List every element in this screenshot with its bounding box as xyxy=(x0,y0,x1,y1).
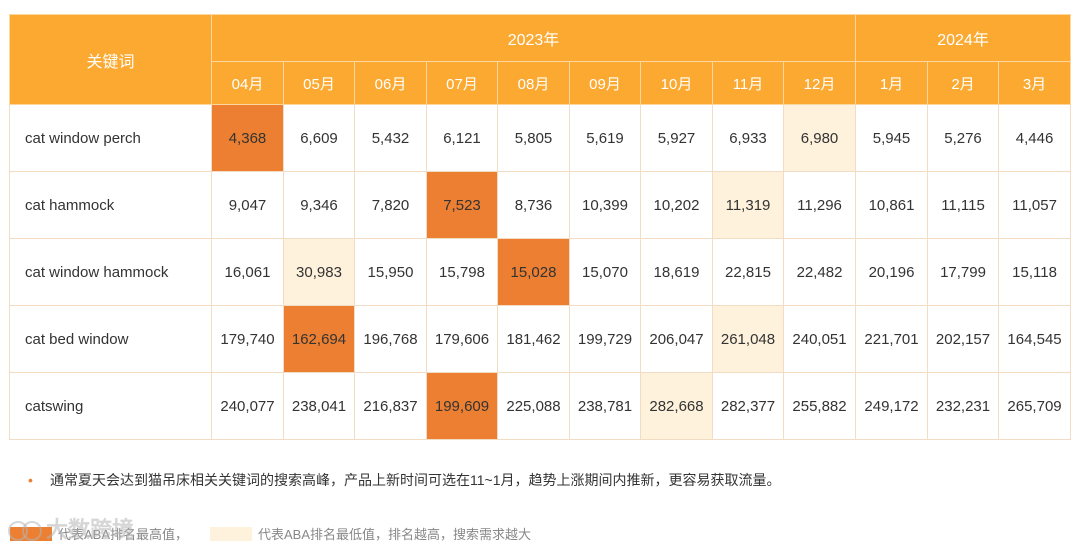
value-cell: 16,061 xyxy=(211,238,284,306)
value-cell: 202,157 xyxy=(927,305,1000,373)
keyword-cell: catswing xyxy=(9,372,212,440)
value-cell: 15,118 xyxy=(998,238,1072,306)
value-cell-highest: 162,694 xyxy=(283,305,355,373)
value-cell: 20,196 xyxy=(855,238,929,306)
month-header: 10月 xyxy=(640,61,713,105)
value-cell: 22,482 xyxy=(782,238,857,306)
table-row: cat hammock 9,047 9,346 7,820 7,523 8,736 10,3… xyxy=(9,171,1072,239)
value-cell: 6,933 xyxy=(712,104,784,172)
value-cell: 238,041 xyxy=(283,372,355,440)
value-cell: 15,070 xyxy=(569,238,641,306)
value-cell-lowest: 6,980 xyxy=(782,104,857,172)
value-cell: 15,798 xyxy=(426,238,498,306)
table-body: cat window perch 4,368 6,609 5,432 6,121 5,80… xyxy=(9,104,1072,440)
value-cell-lowest: 282,668 xyxy=(640,372,713,440)
value-cell: 5,432 xyxy=(354,104,427,172)
value-cell: 10,399 xyxy=(569,171,641,239)
value-cell: 181,462 xyxy=(497,305,570,373)
month-header: 08月 xyxy=(497,61,570,105)
value-cell-highest: 7,523 xyxy=(426,171,498,239)
month-header: 06月 xyxy=(354,61,427,105)
keyword-cell: cat bed window xyxy=(9,305,212,373)
value-cell: 5,945 xyxy=(855,104,929,172)
month-header: 11月 xyxy=(712,61,784,105)
month-header-row: 04月 05月 06月 07月 08月 09月 10月 11月 12月 1月 2月 3月 xyxy=(10,61,1072,105)
keyword-cell: cat hammock xyxy=(9,171,212,239)
value-cell: 9,346 xyxy=(283,171,355,239)
value-cell-highest: 15,028 xyxy=(497,238,570,306)
legend-low-label: 代表ABA排名最低值，排名越高，搜索需求越大 xyxy=(258,527,532,542)
value-cell: 249,172 xyxy=(855,372,929,440)
value-cell: 216,837 xyxy=(354,372,427,440)
value-cell: 196,768 xyxy=(354,305,427,373)
table-row: cat bed window 179,740 162,694 196,768 179,6… xyxy=(9,305,1072,373)
table-row: cat window hammock 16,061 30,983 15,950 15,7… xyxy=(9,238,1072,306)
value-cell: 17,799 xyxy=(927,238,1000,306)
keyword-trend-table: 关键词 2023年 2024年 04月 05月 06月 07月 08月 09月 10月 11月 1… xyxy=(9,14,1072,440)
value-cell: 15,950 xyxy=(354,238,427,306)
value-cell: 9,047 xyxy=(211,171,284,239)
value-cell: 179,606 xyxy=(426,305,498,373)
year-header-row: 关键词 2023年 2024年 xyxy=(9,14,1072,105)
year-header: 2024年 xyxy=(855,14,1072,62)
table-row: cat window perch 4,368 6,609 5,432 6,121 5,80… xyxy=(9,104,1072,172)
value-cell: 5,805 xyxy=(497,104,570,172)
value-cell-lowest: 11,319 xyxy=(712,171,784,239)
value-cell: 6,609 xyxy=(283,104,355,172)
value-cell: 22,815 xyxy=(712,238,784,306)
watermark-logo-icon xyxy=(8,521,42,542)
note: • 通常夏天会达到猫吊床相关关键词的搜索高峰，产品上新时间可选在11~1月，趋势上… xyxy=(28,470,781,490)
keyword-column-header: 关键词 xyxy=(9,14,212,105)
month-header: 2月 xyxy=(927,61,1000,105)
value-cell: 232,231 xyxy=(927,372,1000,440)
value-cell: 18,619 xyxy=(640,238,713,306)
month-header: 09月 xyxy=(569,61,641,105)
value-cell: 164,545 xyxy=(998,305,1072,373)
legend-high-label: 代表ABA排名最高值， xyxy=(58,527,189,542)
keyword-cell: cat window perch xyxy=(9,104,212,172)
keyword-cell: cat window hammock xyxy=(9,238,212,306)
value-cell: 5,619 xyxy=(569,104,641,172)
value-cell: 179,740 xyxy=(211,305,284,373)
value-cell: 221,701 xyxy=(855,305,929,373)
value-cell: 240,051 xyxy=(782,305,857,373)
value-cell-highest: 4,368 xyxy=(211,104,284,172)
value-cell: 238,781 xyxy=(569,372,641,440)
value-cell: 8,736 xyxy=(497,171,570,239)
value-cell-highest: 199,609 xyxy=(426,372,498,440)
value-cell: 11,296 xyxy=(782,171,857,239)
month-header: 12月 xyxy=(782,61,857,105)
value-cell: 6,121 xyxy=(426,104,498,172)
value-cell: 4,446 xyxy=(998,104,1072,172)
month-header: 05月 xyxy=(283,61,355,105)
value-cell: 5,927 xyxy=(640,104,713,172)
note-bullet: • xyxy=(28,472,33,488)
year-header: 2023年 xyxy=(210,14,857,62)
legend-low-swatch xyxy=(210,526,253,541)
value-cell: 10,202 xyxy=(640,171,713,239)
value-cell: 11,115 xyxy=(927,171,1000,239)
value-cell: 10,861 xyxy=(855,171,929,239)
value-cell: 225,088 xyxy=(497,372,570,440)
value-cell: 199,729 xyxy=(569,305,641,373)
watermark-text: 大数跨境 xyxy=(46,517,135,542)
value-cell: 265,709 xyxy=(998,372,1072,440)
month-header: 04月 xyxy=(211,61,284,105)
value-cell: 255,882 xyxy=(782,372,857,440)
month-header: 1月 xyxy=(855,61,929,105)
value-cell: 5,276 xyxy=(927,104,1000,172)
month-header: 3月 xyxy=(998,61,1072,105)
value-cell: 240,077 xyxy=(211,372,284,440)
value-cell: 7,820 xyxy=(354,171,427,239)
value-cell-lowest: 30,983 xyxy=(283,238,355,306)
table-row: catswing 240,077 238,041 216,837 199,609 225,… xyxy=(9,372,1072,440)
value-cell-lowest: 261,048 xyxy=(712,305,784,373)
note-text: 通常夏天会达到猫吊床相关关键词的搜索高峰，产品上新时间可选在11~1月，趋势上涨… xyxy=(50,472,781,488)
value-cell: 11,057 xyxy=(998,171,1072,239)
watermark: 大数跨境 xyxy=(6,512,134,544)
value-cell: 282,377 xyxy=(712,372,784,440)
month-header: 07月 xyxy=(426,61,498,105)
value-cell: 206,047 xyxy=(640,305,713,373)
